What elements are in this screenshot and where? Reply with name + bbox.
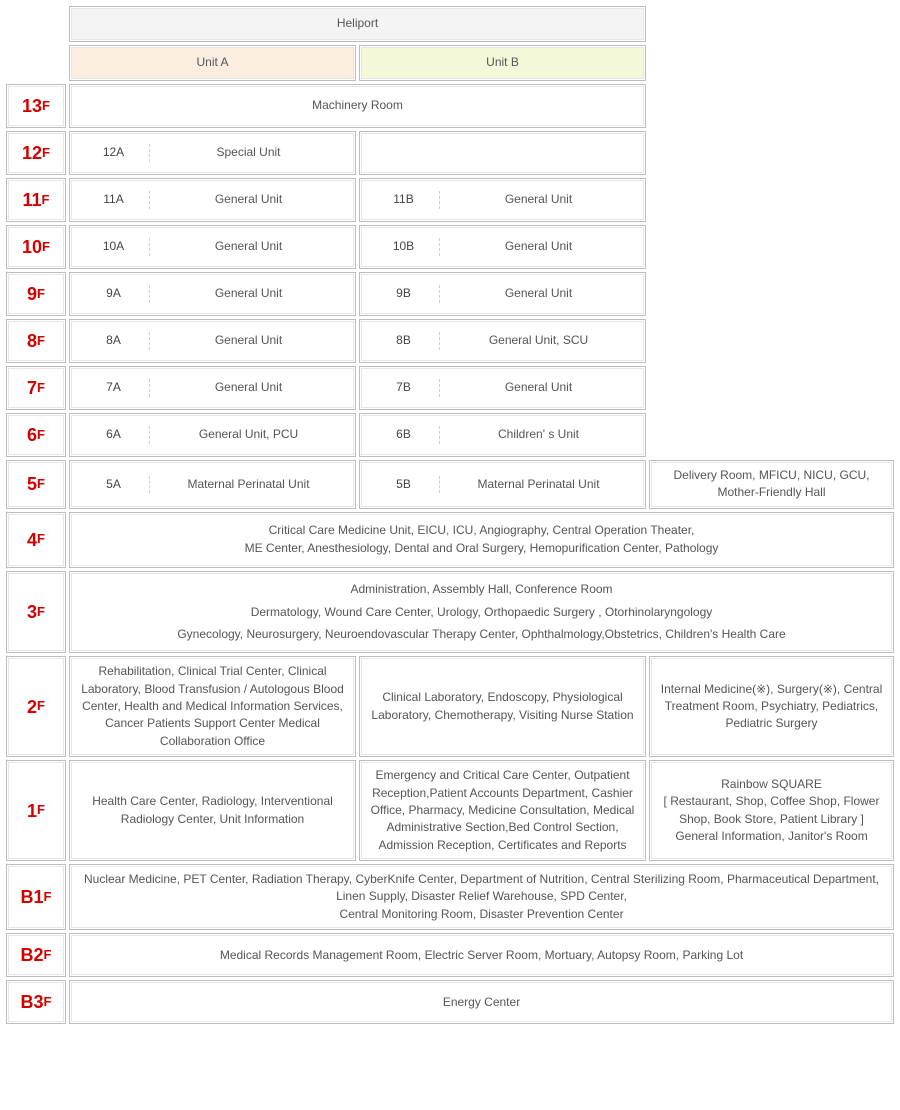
unit-desc: Children' s Unit (440, 426, 637, 443)
unit-a-cell: 9AGeneral Unit (69, 272, 356, 316)
header-unit-b: Unit B (359, 45, 646, 81)
floor-row-b2: B2F Medical Records Management Room, Ele… (6, 933, 894, 977)
unit-a-cell: 11AGeneral Unit (69, 178, 356, 222)
unit-desc: General Unit (150, 285, 347, 302)
unit-desc: General Unit (150, 238, 347, 255)
floor-content: Nuclear Medicine, PET Center, Radiation … (69, 864, 894, 930)
floor-row-10: 10F 10AGeneral Unit 10BGeneral Unit (6, 225, 894, 269)
header-row-1: Heliport (6, 6, 894, 42)
unit-b-cell: 6BChildren' s Unit (359, 413, 646, 457)
floor-label: 6F (6, 413, 66, 457)
floor-row-8: 8F 8AGeneral Unit 8BGeneral Unit, SCU (6, 319, 894, 363)
unit-code: 7B (368, 379, 440, 396)
floor-label: 2F (6, 656, 66, 757)
unit-c-cell: Rainbow SQUARE [ Restaurant, Shop, Coffe… (649, 760, 894, 861)
unit-a-cell: Rehabilitation, Clinical Trial Center, C… (69, 656, 356, 757)
floor-label: B3F (6, 980, 66, 1024)
unit-desc: Special Unit (150, 144, 347, 161)
unit-b-cell: 10BGeneral Unit (359, 225, 646, 269)
unit-code: 9B (368, 285, 440, 302)
unit-code: 10A (78, 238, 150, 255)
unit-b-cell: 11BGeneral Unit (359, 178, 646, 222)
unit-code: 12A (78, 144, 150, 161)
unit-c-cell: Delivery Room, MFICU, NICU, GCU, Mother-… (649, 460, 894, 509)
floor-content: Machinery Room (69, 84, 646, 128)
unit-b-cell: 7BGeneral Unit (359, 366, 646, 410)
floor-row-3: 3F Administration, Assembly Hall, Confer… (6, 571, 894, 653)
unit-b-cell: 5BMaternal Perinatal Unit (359, 460, 646, 509)
floor-label: 8F (6, 319, 66, 363)
unit-a-cell: 7AGeneral Unit (69, 366, 356, 410)
floor-row-7: 7F 7AGeneral Unit 7BGeneral Unit (6, 366, 894, 410)
header-spacer (6, 45, 66, 81)
unit-code: 9A (78, 285, 150, 302)
unit-b-cell: 8BGeneral Unit, SCU (359, 319, 646, 363)
floor-row-9: 9F 9AGeneral Unit 9BGeneral Unit (6, 272, 894, 316)
unit-b-cell: Emergency and Critical Care Center, Outp… (359, 760, 646, 861)
floor-content: Medical Records Management Room, Electri… (69, 933, 894, 977)
unit-desc: General Unit (440, 379, 637, 396)
unit-desc: Maternal Perinatal Unit (440, 476, 637, 493)
unit-desc: General Unit, SCU (440, 332, 637, 349)
floor-directory: Heliport Unit A Unit B 13F Machinery Roo… (6, 6, 894, 1024)
unit-code: 5B (368, 476, 440, 493)
unit-c-cell: Internal Medicine(※), Surgery(※), Centra… (649, 656, 894, 757)
unit-b-cell-empty (359, 131, 646, 175)
unit-code: 11A (78, 191, 150, 208)
unit-code: 6B (368, 426, 440, 443)
unit-a-cell: 6AGeneral Unit, PCU (69, 413, 356, 457)
floor-label: 13F (6, 84, 66, 128)
unit-desc: General Unit (150, 191, 347, 208)
header-row-2: Unit A Unit B (6, 45, 894, 81)
unit-code: 11B (368, 191, 440, 208)
floor-row-4: 4F Critical Care Medicine Unit, EICU, IC… (6, 512, 894, 568)
floor-content: Administration, Assembly Hall, Conferenc… (69, 571, 894, 653)
floor-row-b1: B1F Nuclear Medicine, PET Center, Radiat… (6, 864, 894, 930)
unit-code: 6A (78, 426, 150, 443)
header-heliport: Heliport (69, 6, 646, 42)
unit-code: 8A (78, 332, 150, 349)
floor-label: 11F (6, 178, 66, 222)
unit-desc: General Unit (150, 379, 347, 396)
header-unit-a: Unit A (69, 45, 356, 81)
floor-label: 4F (6, 512, 66, 568)
floor-label: B2F (6, 933, 66, 977)
floor-row-12: 12F 12ASpecial Unit (6, 131, 894, 175)
unit-a-cell: 5AMaternal Perinatal Unit (69, 460, 356, 509)
floor-row-11: 11F 11AGeneral Unit 11BGeneral Unit (6, 178, 894, 222)
header-spacer (6, 6, 66, 42)
floor-label: B1F (6, 864, 66, 930)
unit-a-cell: 10AGeneral Unit (69, 225, 356, 269)
unit-desc: General Unit (440, 285, 637, 302)
floor-label: 10F (6, 225, 66, 269)
floor-row-6: 6F 6AGeneral Unit, PCU 6BChildren' s Uni… (6, 413, 894, 457)
unit-code: 10B (368, 238, 440, 255)
floor-label: 7F (6, 366, 66, 410)
floor-row-2: 2F Rehabilitation, Clinical Trial Center… (6, 656, 894, 757)
unit-b-cell: 9BGeneral Unit (359, 272, 646, 316)
floor-label: 3F (6, 571, 66, 653)
floor-label: 5F (6, 460, 66, 509)
unit-desc: General Unit (440, 191, 637, 208)
floor-row-b3: B3F Energy Center (6, 980, 894, 1024)
unit-code: 5A (78, 476, 150, 493)
floor-label: 1F (6, 760, 66, 861)
unit-code: 7A (78, 379, 150, 396)
unit-desc: General Unit (150, 332, 347, 349)
floor-content: Critical Care Medicine Unit, EICU, ICU, … (69, 512, 894, 568)
floor-label: 9F (6, 272, 66, 316)
unit-desc: General Unit (440, 238, 637, 255)
unit-code: 8B (368, 332, 440, 349)
unit-desc: Maternal Perinatal Unit (150, 476, 347, 493)
unit-b-cell: Clinical Laboratory, Endoscopy, Physiolo… (359, 656, 646, 757)
floor-label: 12F (6, 131, 66, 175)
floor-row-5: 5F 5AMaternal Perinatal Unit 5BMaternal … (6, 460, 894, 509)
unit-a-cell: 8AGeneral Unit (69, 319, 356, 363)
floor-row-13: 13F Machinery Room (6, 84, 894, 128)
floor-content: Energy Center (69, 980, 894, 1024)
unit-a-cell: 12ASpecial Unit (69, 131, 356, 175)
unit-desc: General Unit, PCU (150, 426, 347, 443)
floor-row-1: 1F Health Care Center, Radiology, Interv… (6, 760, 894, 861)
unit-a-cell: Health Care Center, Radiology, Intervent… (69, 760, 356, 861)
